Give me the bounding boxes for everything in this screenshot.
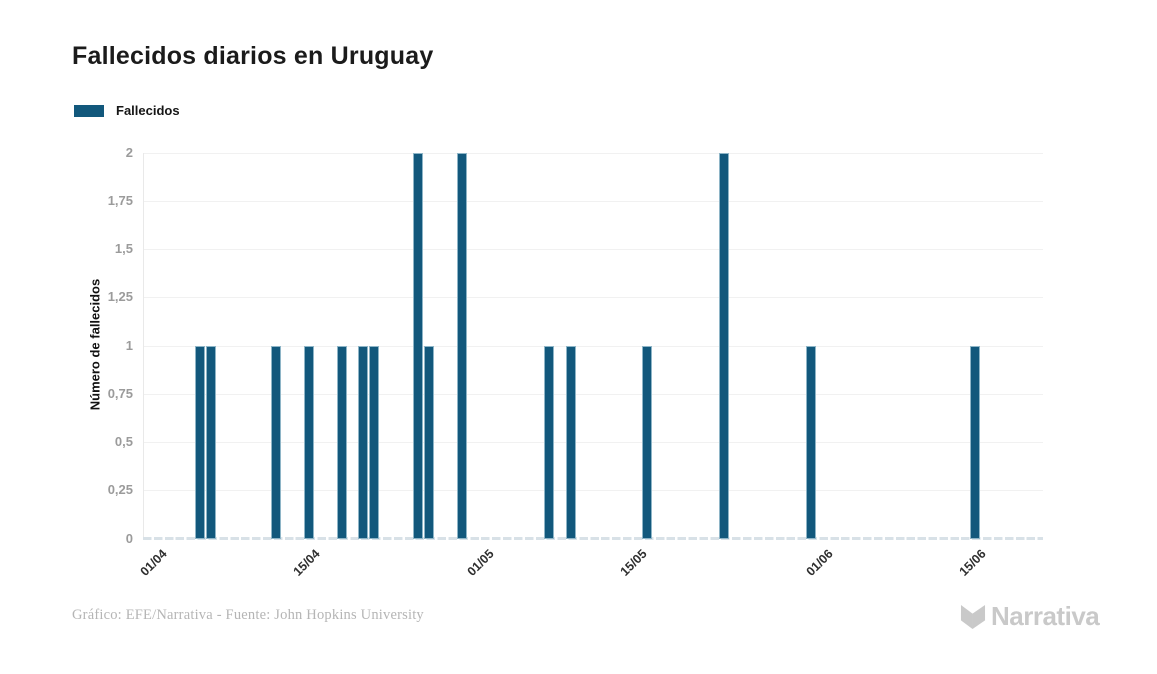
y-tick-label: 2 bbox=[125, 144, 133, 160]
y-tick-label: 0,75 bbox=[107, 385, 133, 401]
bar-12-04[interactable] bbox=[271, 345, 282, 539]
gridline bbox=[143, 201, 1043, 202]
source-credit: Gráfico: EFE/Narrativa - Fuente: John Ho… bbox=[72, 607, 424, 623]
brand-logo: Narrativa bbox=[960, 601, 1100, 632]
bar-06-04[interactable] bbox=[205, 345, 216, 539]
bar-15-06[interactable] bbox=[969, 345, 980, 539]
bar-26-04[interactable] bbox=[423, 345, 434, 539]
bar-09-05[interactable] bbox=[565, 345, 576, 539]
bar-23-05[interactable] bbox=[718, 152, 729, 539]
bar-18-04[interactable] bbox=[336, 345, 347, 539]
bar-05-04[interactable] bbox=[194, 345, 205, 539]
bar-31-05[interactable] bbox=[805, 345, 816, 539]
gridline bbox=[143, 249, 1043, 250]
legend: Fallecidos bbox=[74, 103, 180, 118]
legend-label: Fallecidos bbox=[116, 103, 180, 118]
y-tick-label: 0,5 bbox=[114, 434, 133, 449]
x-tick-label: 01/05 bbox=[465, 546, 498, 579]
legend-swatch bbox=[74, 104, 104, 117]
gridline bbox=[143, 442, 1043, 443]
x-axis-line bbox=[143, 537, 1043, 540]
x-tick-label: 15/05 bbox=[617, 546, 650, 579]
y-tick-label: 1 bbox=[125, 337, 133, 353]
x-tick-label: 01/04 bbox=[137, 546, 170, 579]
bar-16-05[interactable] bbox=[642, 345, 653, 539]
gridline bbox=[143, 153, 1043, 154]
y-tick-label: 0,25 bbox=[107, 482, 133, 498]
x-tick-label: 15/04 bbox=[290, 546, 323, 579]
bar-20-04[interactable] bbox=[358, 345, 369, 539]
bar-07-05[interactable] bbox=[543, 345, 554, 539]
y-axis-line bbox=[143, 152, 144, 539]
y-tick-label: 0 bbox=[125, 530, 133, 546]
x-tick-label: 01/06 bbox=[803, 546, 836, 579]
gridline bbox=[143, 490, 1043, 491]
bar-21-04[interactable] bbox=[369, 345, 380, 539]
bar-29-04[interactable] bbox=[456, 152, 467, 539]
gridline bbox=[143, 297, 1043, 298]
x-tick-label: 15/06 bbox=[956, 546, 989, 579]
gridline bbox=[143, 394, 1043, 395]
brand-name: Narrativa bbox=[991, 601, 1100, 631]
bar-25-04[interactable] bbox=[412, 152, 423, 539]
gridline bbox=[143, 346, 1043, 347]
y-tick-label: 1,5 bbox=[114, 241, 133, 256]
y-tick-label: 1,25 bbox=[107, 289, 133, 305]
y-tick-label: 1,75 bbox=[107, 192, 133, 208]
chart-title: Fallecidos diarios en Uruguay bbox=[72, 42, 434, 70]
narrativa-logo-icon bbox=[960, 604, 986, 629]
bar-15-04[interactable] bbox=[303, 345, 314, 539]
